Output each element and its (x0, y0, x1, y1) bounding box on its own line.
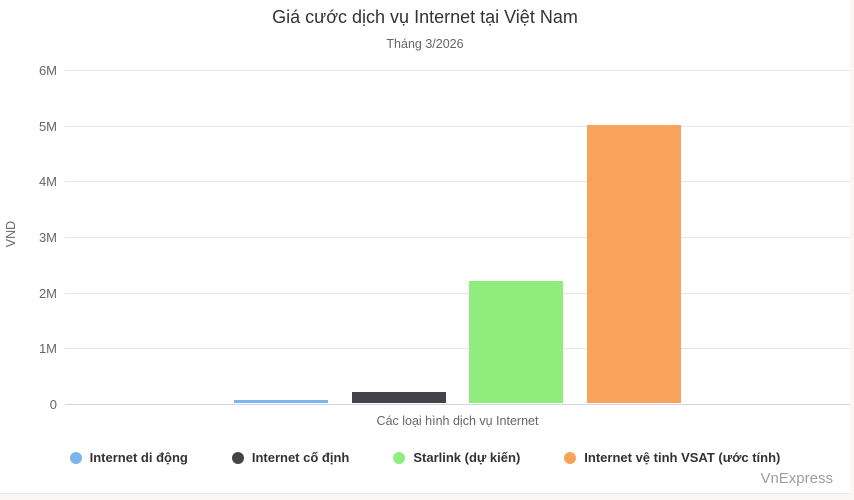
bar-2[interactable] (351, 391, 446, 403)
bar-4[interactable] (587, 124, 682, 403)
y-tick-label: 6M (38, 63, 57, 78)
legend-marker-icon (564, 451, 577, 464)
plot-area (65, 70, 850, 405)
legend: Internet di động Internet cố định Starlink… (0, 450, 850, 465)
y-tick-label: 5M (38, 118, 57, 134)
gridline (65, 70, 850, 71)
legend-item-label: Internet vệ tinh VSAT (ước tính) (584, 450, 781, 465)
chart-subtitle: Tháng 3/2026 (386, 37, 464, 51)
gridline (65, 348, 850, 350)
legend-item-4[interactable]: Internet vệ tinh VSAT (ước tính) (564, 450, 780, 465)
watermark: VnExpress (760, 470, 833, 487)
gridline (65, 292, 850, 294)
legend-marker-icon (231, 451, 244, 464)
legend-item-3[interactable]: Starlink (dự kiến) (393, 450, 520, 465)
y-tick-label: 2M (38, 285, 57, 301)
x-axis-line (65, 404, 850, 405)
gridline (65, 181, 850, 183)
y-tick-label: 4M (38, 174, 57, 190)
chart-title: Giá cước dịch vụ Internet tại Việt Nam (272, 7, 578, 27)
legend-marker-icon (393, 451, 406, 464)
bar-3[interactable] (469, 280, 564, 403)
legend-item-2[interactable]: Internet cố định (231, 450, 350, 465)
legend-item-label: Internet cố định (251, 450, 350, 465)
gridline (65, 125, 850, 127)
legend-item-1[interactable]: Internet di động (69, 450, 188, 465)
gridline (65, 237, 850, 238)
y-tick-label: 1M (38, 341, 57, 357)
y-tick-label: 3M (38, 230, 57, 245)
legend-item-label: Internet di động (89, 450, 188, 465)
y-tick-label: 0 (49, 397, 57, 412)
bar-1[interactable] (233, 400, 328, 403)
x-axis-title: Các loại hình dịch vụ Internet (376, 414, 539, 428)
legend-marker-icon (69, 451, 82, 464)
legend-item-label: Starlink (dự kiến) (413, 450, 521, 465)
